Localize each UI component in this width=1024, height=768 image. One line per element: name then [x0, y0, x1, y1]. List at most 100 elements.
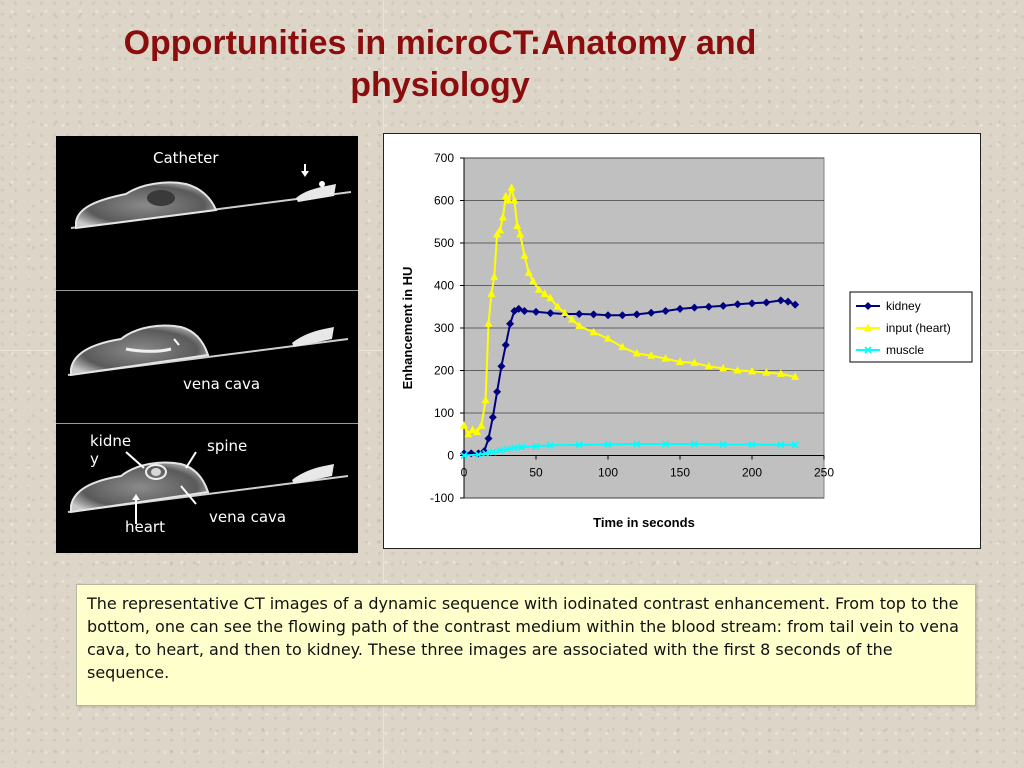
- caption-text: The representative CT images of a dynami…: [87, 594, 959, 682]
- data-point: [704, 361, 713, 370]
- data-point: [568, 315, 576, 323]
- data-point: [546, 293, 555, 302]
- data-point: [618, 311, 627, 320]
- data-point: [662, 440, 670, 448]
- y-tick-label: 400: [434, 279, 454, 293]
- y-tick-label: 500: [434, 236, 454, 250]
- x-tick-label: 250: [814, 466, 834, 480]
- data-point: [468, 425, 477, 433]
- data-point: [791, 441, 799, 449]
- data-point: [464, 429, 473, 438]
- ct-frame-bottom: kidne y spine heart vena cava: [56, 423, 358, 553]
- data-point: [719, 440, 727, 449]
- data-point: [481, 395, 490, 404]
- data-point: [484, 434, 493, 443]
- data-point: [676, 304, 684, 313]
- y-tick-label: 700: [434, 151, 454, 165]
- data-point: [776, 369, 785, 377]
- y-tick-label: -100: [430, 491, 454, 505]
- ct-frame-middle: vena cava: [56, 290, 358, 423]
- legend-label: kidney: [886, 299, 921, 313]
- data-point: [501, 191, 510, 200]
- data-point: [546, 441, 554, 449]
- data-point: [534, 285, 543, 293]
- data-point: [647, 308, 656, 317]
- y-tick-label: 600: [434, 194, 454, 208]
- data-point: [488, 413, 497, 422]
- data-point: [661, 307, 670, 315]
- catheter-label: Catheter: [153, 149, 219, 167]
- data-point: [719, 301, 728, 310]
- chart-svg: -100 0 100 200 300 400 500 600 700 0 50 100 150 200 25…: [400, 151, 973, 530]
- slide-title: Opportunities in microCT:Anatomy and phy…: [123, 24, 757, 104]
- data-point: [472, 427, 481, 436]
- y-tick-label: 300: [434, 321, 454, 335]
- x-tick-label: 150: [670, 466, 690, 480]
- data-point: [632, 310, 641, 319]
- data-point: [510, 307, 519, 315]
- data-point: [784, 297, 792, 306]
- data-point: [647, 351, 656, 359]
- data-point: [704, 302, 713, 311]
- data-point: [493, 230, 502, 238]
- data-point: [510, 196, 519, 204]
- data-point: [633, 440, 641, 448]
- y-tick-label: 0: [447, 449, 454, 463]
- data-point: [496, 225, 504, 234]
- legend-marker: [864, 346, 872, 354]
- y-axis-label: Enhancement in HU: [400, 267, 415, 390]
- data-point: [575, 321, 584, 329]
- data-point: [719, 363, 728, 372]
- data-point: [513, 221, 522, 229]
- data-point: [532, 307, 540, 316]
- data-point: [484, 319, 493, 327]
- data-point: [604, 311, 612, 320]
- data-point: [604, 440, 612, 449]
- data-point: [474, 451, 482, 459]
- ct-frame-top: Catheter: [56, 136, 358, 290]
- ct-scan-image: [67, 324, 349, 377]
- legend-marker: [864, 323, 872, 331]
- data-point: [477, 421, 486, 429]
- x-tick-label: 200: [742, 466, 762, 480]
- data-point: [661, 354, 670, 362]
- data-point: [777, 441, 785, 449]
- data-point: [676, 357, 684, 365]
- spine-label: spine: [207, 437, 248, 455]
- data-point: [748, 366, 756, 375]
- x-axis-label: Time in seconds: [593, 515, 695, 530]
- data-point: [460, 451, 468, 460]
- data-point: [546, 309, 555, 318]
- data-point: [520, 307, 529, 315]
- data-point: [560, 308, 569, 317]
- legend-label: muscle: [886, 343, 924, 357]
- data-point: [497, 362, 506, 371]
- data-point: [518, 443, 526, 451]
- y-tick-label: 100: [434, 406, 454, 420]
- vena-cava-label: vena cava: [183, 375, 261, 393]
- data-point: [487, 289, 496, 297]
- ct-scan-image: [67, 451, 349, 524]
- data-point: [532, 442, 540, 450]
- data-point: [516, 230, 525, 238]
- caption-box: The representative CT images of a dynami…: [76, 584, 976, 706]
- data-point: [748, 299, 756, 308]
- heart-label: heart: [125, 518, 165, 536]
- x-tick-label: 50: [529, 466, 543, 480]
- data-point: [496, 446, 504, 454]
- data-point: [498, 213, 507, 221]
- data-point: [791, 300, 800, 309]
- data-point: [490, 272, 499, 280]
- data-point: [503, 445, 511, 453]
- data-point: [762, 368, 771, 376]
- ct-scan-image: [70, 164, 352, 230]
- x-tick-label: 0: [461, 466, 468, 480]
- data-point: [575, 441, 583, 449]
- data-point: [733, 366, 742, 374]
- data-point: [632, 349, 641, 357]
- vena-cava-label: vena cava: [209, 508, 287, 526]
- data-point: [520, 251, 529, 259]
- legend-label: input (heart): [886, 321, 951, 335]
- data-point: [493, 387, 502, 396]
- x-tick-label: 100: [598, 466, 618, 480]
